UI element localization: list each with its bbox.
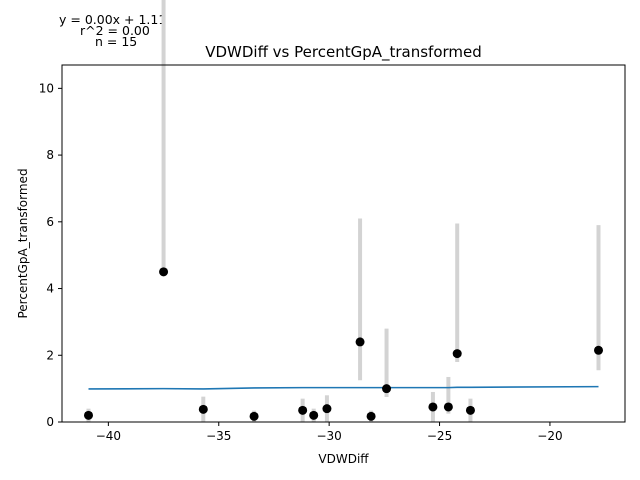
x-tick-label: −35 [206,429,231,443]
r-squared-label: r^2 = 0.00 [80,23,150,38]
data-point-11 [428,402,438,412]
y-tick-label: 8 [46,148,54,162]
y-tick-label: 6 [46,215,54,229]
regression-equation: y = 0.00x + 1.11 [59,12,167,27]
x-tick-label: −30 [316,429,341,443]
data-point-2 [159,267,169,277]
data-point-4 [249,411,259,421]
x-axis-label: VDWDiff [318,452,369,466]
sample-size-label: n = 15 [95,34,138,49]
y-axis-ticks: 0 2 4 6 8 10 [39,81,62,429]
chart-title: VDWDiff vs PercentGpA_transformed [205,43,482,62]
error-bars [86,0,601,422]
y-tick-label: 4 [46,282,54,296]
data-point-10 [382,384,392,394]
data-point-5 [298,405,308,415]
y-tick-label: 2 [46,348,54,362]
x-tick-label: −25 [427,429,452,443]
data-points [83,267,604,421]
data-point-1 [83,410,93,420]
data-point-8 [355,337,365,347]
data-point-3 [198,404,208,414]
data-point-6 [309,410,319,420]
fit-line [88,385,599,390]
data-point-12 [443,402,453,412]
y-tick-label: 0 [46,415,54,429]
y-axis-label: PercentGpA_transformed [16,168,30,318]
data-point-9 [366,411,376,421]
y-tick-label: 10 [39,81,54,95]
plot-frame [61,64,626,423]
data-point-14 [465,405,475,415]
x-axis-ticks: −40 −35 −30 −25 −20 [96,422,563,443]
x-tick-label: −20 [537,429,562,443]
x-tick-label: −40 [96,429,121,443]
fit-line-group [88,385,599,390]
data-point-15 [594,345,604,355]
data-point-13 [452,349,462,359]
data-point-7 [322,404,332,414]
